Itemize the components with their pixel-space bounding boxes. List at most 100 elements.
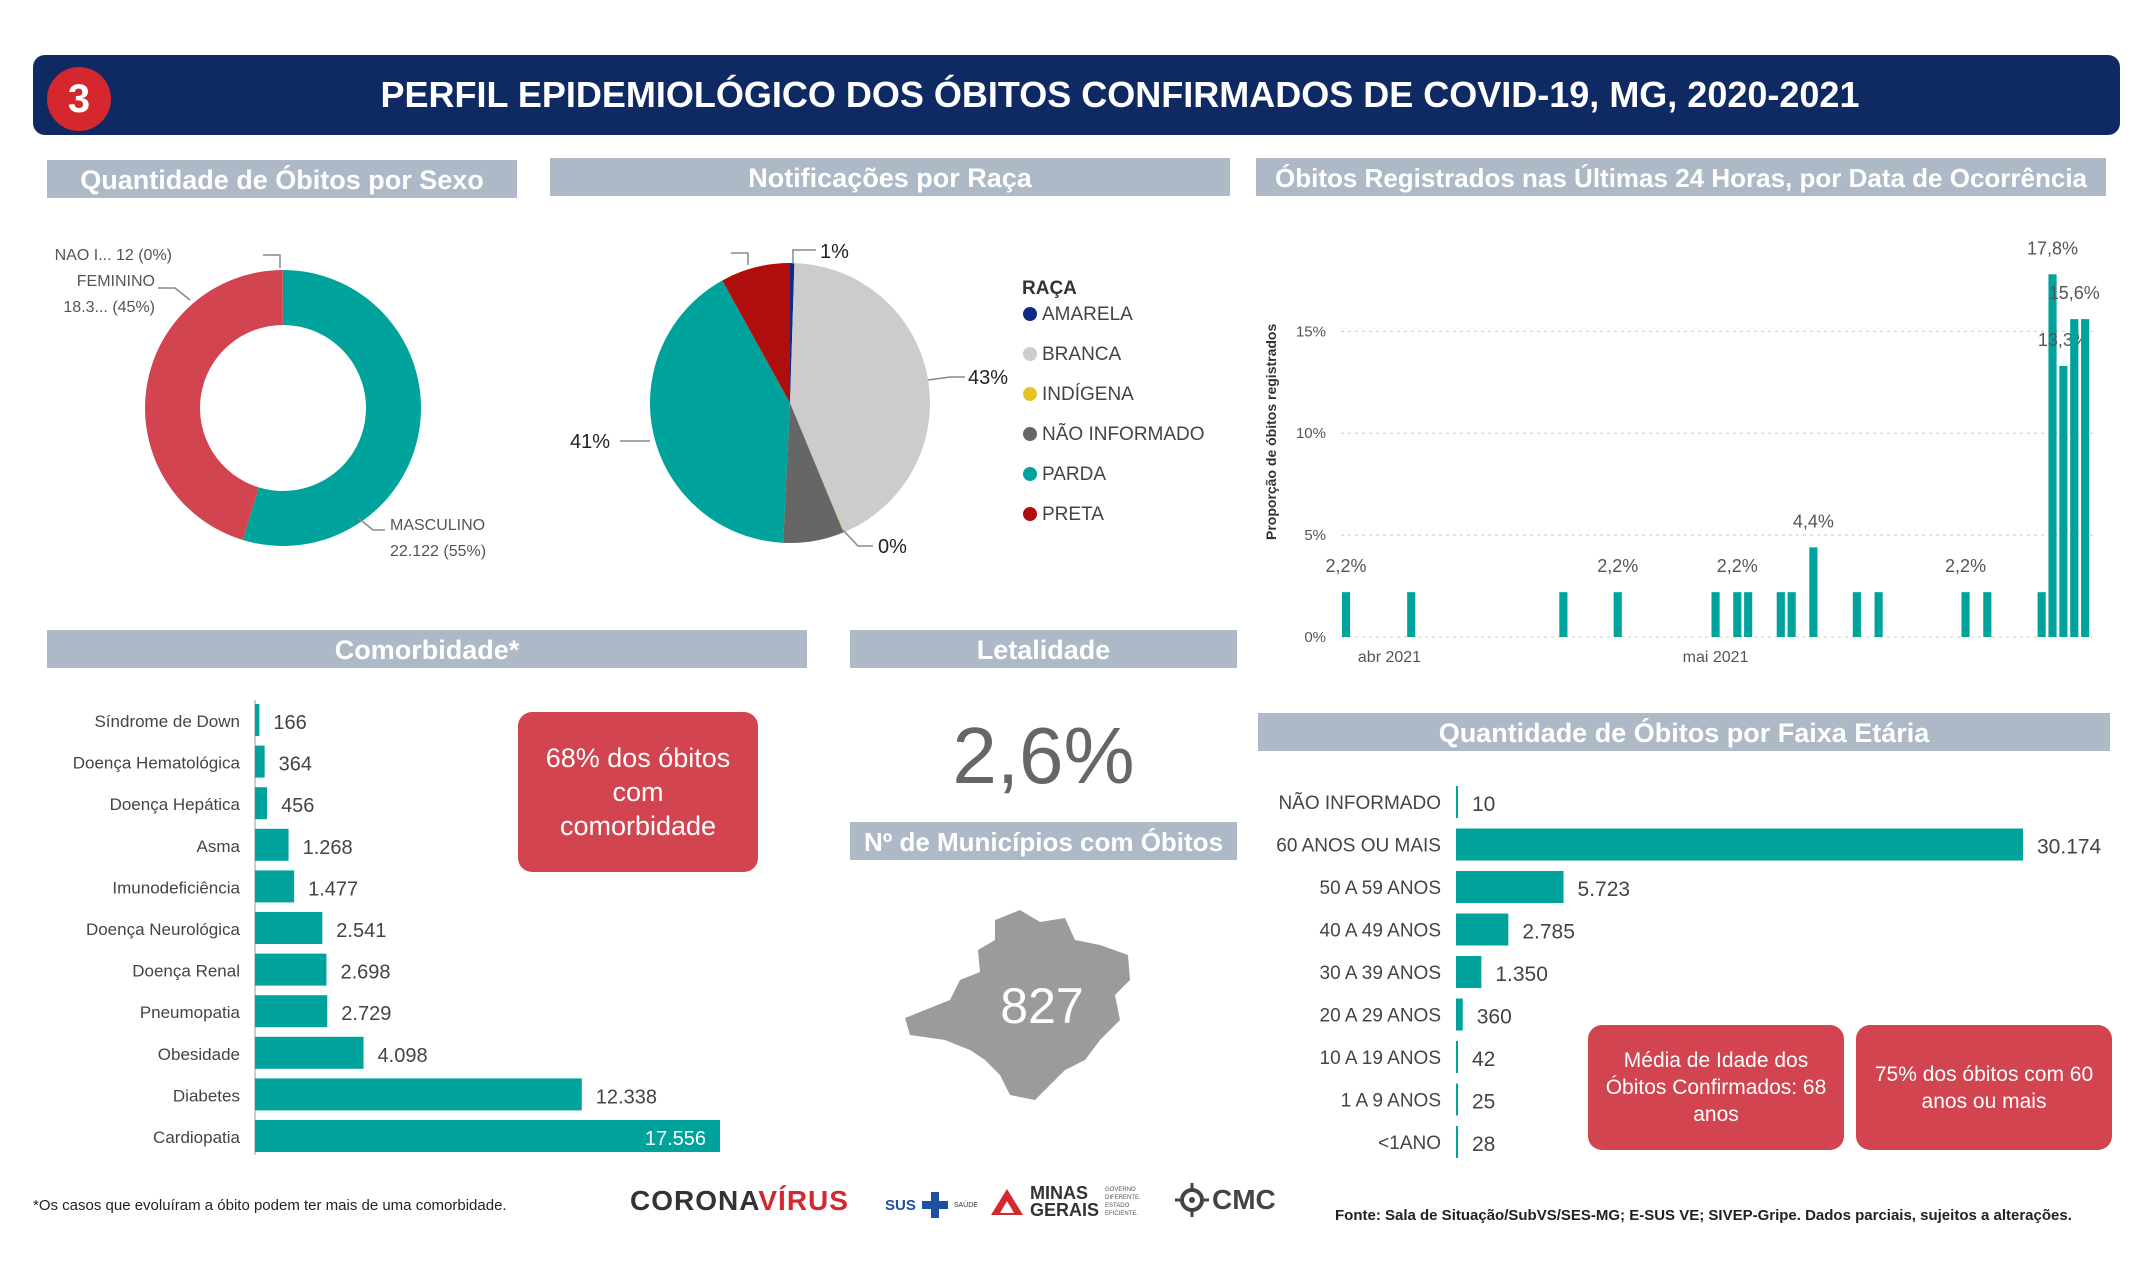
comorbidade-value-label: 2.729 [341, 1003, 391, 1025]
u24-x-tick-label: abr 2021 [1358, 649, 1421, 666]
raca-label-indigena: 0% [878, 536, 907, 558]
raca-legend-label-amarela: AMARELA [1042, 304, 1133, 325]
raca-legend-label-parda: PARDA [1042, 464, 1106, 485]
u24-bar-data-label: 15,6% [2049, 283, 2100, 303]
faixa-category-label: 1 A 9 ANOS [1341, 1091, 1441, 1112]
comorbidade-bar [255, 828, 289, 861]
raca-label-parda: 41% [570, 431, 610, 453]
comorbidade-value-label: 166 [273, 712, 306, 734]
raca-leader-amarela [792, 249, 816, 264]
raca-legend-marker-preta [1023, 507, 1037, 521]
comorbidade-bar [255, 1036, 364, 1069]
u24-bar [2037, 592, 2046, 637]
comorbidade-bar [255, 1078, 582, 1111]
u24-bar [2081, 319, 2090, 637]
minas-triangle-icon [991, 1189, 1023, 1215]
raca-legend-marker-nao-informado [1023, 427, 1037, 441]
u24-bar [1809, 547, 1818, 637]
raca-legend-label-preta: PRETA [1042, 504, 1104, 525]
municipios-value: 827 [1000, 978, 1083, 1034]
u24-bar [1787, 592, 1796, 637]
comorbidade-value-label: 2.698 [340, 962, 390, 984]
faixa-value-label: 25 [1472, 1091, 1495, 1114]
comorbidade-category-label: Obesidade [158, 1045, 240, 1064]
faixa-value-label: 5.723 [1578, 878, 1631, 901]
faixa-bar [1456, 1083, 1458, 1116]
raca-slice-indigena [790, 403, 845, 533]
faixa-value-label: 28 [1472, 1133, 1495, 1156]
sexo-leader-masculino [357, 517, 385, 531]
faixa-media-idade-box: Média de Idade dos Óbitos Confirmados: 6… [1588, 1025, 1844, 1150]
u24-bar-data-label: 2,2% [1717, 556, 1758, 576]
comorbidade-category-label: Asma [197, 837, 241, 856]
raca-leader-branca [927, 376, 965, 381]
u24-bar-data-label: 4,4% [1793, 511, 1834, 531]
comorbidade-value-label: 1.477 [308, 878, 358, 900]
faixa-bar [1456, 1041, 1458, 1073]
comorbidade-value-label: 1.268 [303, 837, 353, 859]
faixa-bar-chart: NÃO INFORMADO 10 60 ANOS OU MAIS 30.174 50 A… [1276, 786, 2102, 1158]
faixa-value-label: 360 [1477, 1006, 1512, 1029]
municipios-panel-title: Nº de Municípios com Óbitos [850, 822, 1237, 860]
comorbidade-value-label: 4.098 [378, 1045, 428, 1067]
u24-bar [2059, 365, 2068, 637]
footer-note: *Os casos que evoluíram a óbito podem te… [33, 1197, 507, 1214]
u24-x-tick-label: mai 2021 [1683, 649, 1749, 666]
raca-legend-title: RAÇA [1022, 278, 1077, 299]
comorbidade-bar-chart: Síndrome de Down 166 Doença Hematológica 36… [73, 700, 720, 1155]
u24-y-tick-label: 0% [1304, 629, 1326, 646]
u24-bar [1852, 592, 1861, 637]
comorbidade-panel-title: Comorbidade* [47, 630, 807, 668]
sexo-label-masculino: MASCULINO [390, 517, 485, 534]
u24-bar-data-label: 17,8% [2027, 238, 2078, 258]
raca-slice-branca [790, 263, 931, 533]
letalidade-value: 2,6% [952, 711, 1135, 800]
u24-y-tick-label: 5% [1304, 527, 1326, 544]
faixa-category-label: 10 A 19 ANOS [1320, 1048, 1441, 1069]
u24-bar [1776, 592, 1785, 637]
comorbidade-category-label: Doença Renal [132, 962, 240, 981]
comorbidade-bar [255, 745, 265, 778]
u24-bar [2048, 274, 2057, 637]
faixa-75-pct-text: 75% dos óbitos com 60 anos ou mais [1874, 1062, 2094, 1113]
raca-leader-preta [731, 252, 749, 265]
u24-bar [1961, 592, 1970, 637]
raca-slice-preta [722, 263, 790, 403]
coronavirus-logo: CORONAVÍRUS [630, 1185, 849, 1216]
footer-source: Fonte: Sala de Situação/SubVS/SES-MG; E-… [1335, 1207, 2072, 1224]
faixa-category-label: 40 A 49 ANOS [1320, 921, 1441, 942]
u24-bar [1733, 592, 1742, 637]
faixa-panel-title: Quantidade de Óbitos por Faixa Etária [1258, 713, 2110, 751]
sexo-slice-feminino [144, 270, 283, 540]
faixa-category-label: 60 ANOS OU MAIS [1276, 836, 1441, 857]
u24-bar-data-label: 2,2% [1945, 556, 1986, 576]
ultimas24h-panel-title: Óbitos Registrados nas Últimas 24 Horas,… [1256, 158, 2106, 196]
faixa-value-label: 10 [1472, 793, 1495, 816]
comorbidade-category-label: Doença Hematológica [73, 754, 241, 773]
u24-bar [2070, 319, 2079, 637]
comorbidade-category-label: Doença Neurológica [86, 920, 241, 939]
comorbidade-bar [255, 704, 260, 736]
sus-logo: SUS SAÚDE [885, 1190, 978, 1220]
comorbidade-category-label: Cardiopatia [153, 1128, 240, 1147]
u24-bar [1744, 592, 1753, 637]
u24-bar-data-label: 2,2% [1597, 556, 1638, 576]
u24-bar [1559, 592, 1568, 637]
faixa-value-label: 2.785 [1522, 921, 1575, 944]
raca-leader-indigena [842, 529, 873, 547]
sexo-slice-masculino [242, 270, 421, 546]
comorbidade-bar [255, 787, 268, 820]
sexo-panel-title: Quantidade de Óbitos por Sexo [47, 160, 517, 198]
raca-legend-label-branca: BRANCA [1042, 344, 1122, 365]
sexo-donut-chart: NAO I... 12 (0%) FEMININO 18.3... (45%) … [55, 247, 486, 560]
raca-slice-parda [650, 280, 790, 543]
raca-legend-marker-parda [1023, 467, 1037, 481]
header-bar [33, 55, 2120, 135]
u24-bar-data-label: 2,2% [1325, 556, 1366, 576]
faixa-75-pct-box: 75% dos óbitos com 60 anos ou mais [1856, 1025, 2112, 1150]
raca-panel-title: Notificações por Raça [550, 158, 1230, 196]
faixa-value-label: 1.350 [1495, 963, 1548, 986]
faixa-category-label: 30 A 39 ANOS [1320, 963, 1441, 984]
faixa-bar [1456, 871, 1564, 903]
comorbidade-value-label: 456 [281, 795, 314, 817]
